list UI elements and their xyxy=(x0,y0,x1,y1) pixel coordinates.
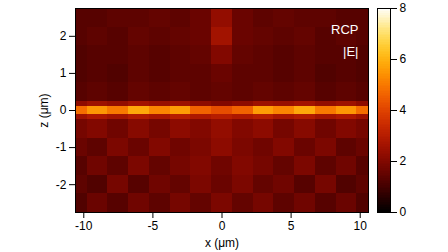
svg-text:-10: -10 xyxy=(75,219,93,233)
svg-text:0: 0 xyxy=(400,205,407,219)
svg-text:4: 4 xyxy=(400,103,407,117)
svg-text:10: 10 xyxy=(354,219,368,233)
svg-text:|E|: |E| xyxy=(343,44,358,59)
svg-text:1: 1 xyxy=(60,66,67,80)
svg-text:5: 5 xyxy=(288,219,295,233)
svg-text:2: 2 xyxy=(400,154,407,168)
svg-text:z (μm): z (μm) xyxy=(37,93,51,127)
svg-text:2: 2 xyxy=(60,29,67,43)
svg-text:6: 6 xyxy=(400,52,407,66)
svg-text:0: 0 xyxy=(219,219,226,233)
svg-text:-2: -2 xyxy=(56,178,67,192)
svg-text:RCP: RCP xyxy=(331,22,358,37)
svg-text:8: 8 xyxy=(400,1,407,15)
svg-text:-1: -1 xyxy=(56,140,67,154)
svg-text:0: 0 xyxy=(60,103,67,117)
svg-text:-5: -5 xyxy=(148,219,159,233)
svg-text:x (μm): x (μm) xyxy=(205,236,239,250)
